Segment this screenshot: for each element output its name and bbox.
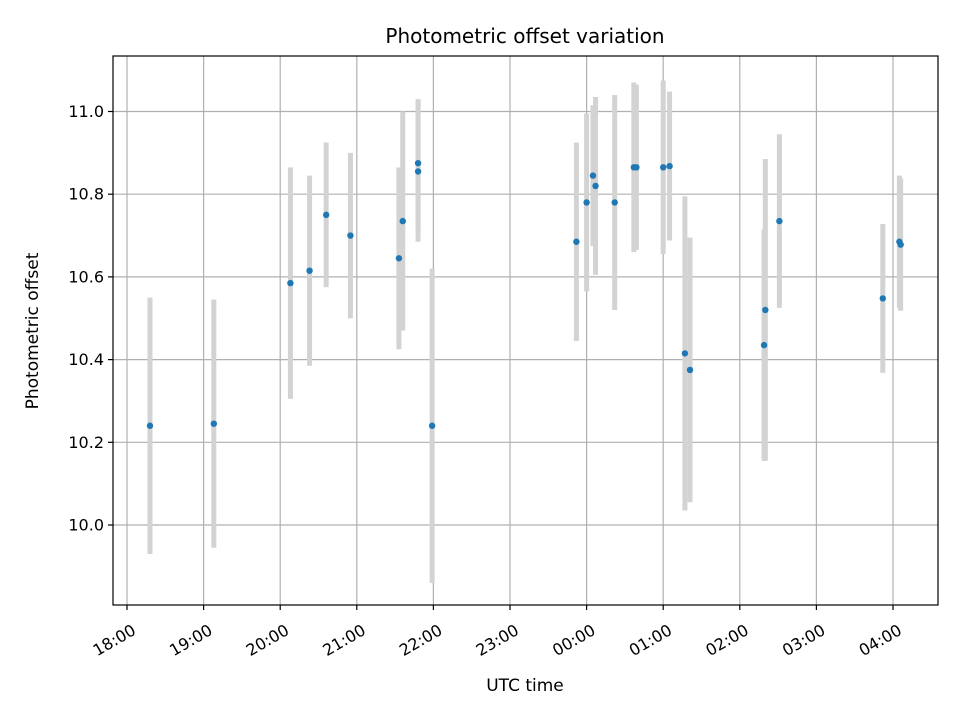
data-point bbox=[776, 217, 783, 225]
data-point bbox=[428, 422, 436, 429]
x-axis-title: UTC time bbox=[486, 676, 564, 696]
data-point bbox=[611, 199, 618, 206]
y-tick-label: 10.4 bbox=[68, 350, 104, 369]
data-point bbox=[414, 168, 422, 175]
y-axis-title: Photometric offset bbox=[23, 252, 43, 409]
y-tick-label: 10.8 bbox=[68, 185, 104, 204]
data-point bbox=[414, 159, 422, 167]
data-point bbox=[146, 422, 154, 429]
data-point bbox=[879, 295, 886, 302]
data-point bbox=[897, 241, 904, 248]
plot-frame bbox=[112, 55, 939, 606]
data-point bbox=[306, 267, 313, 274]
data-point bbox=[660, 164, 667, 171]
data-point bbox=[592, 182, 599, 190]
data-point bbox=[583, 199, 590, 206]
data-point bbox=[210, 420, 218, 427]
y-tick-label: 10.2 bbox=[68, 433, 104, 452]
y-tick-label: 10.6 bbox=[68, 267, 104, 286]
data-point bbox=[762, 306, 769, 314]
axis-ticks: 18:00 19:00 20:00 21:00 22:00 23:00 00:00 01:00… bbox=[68, 102, 905, 660]
data-point bbox=[287, 279, 294, 287]
data-point bbox=[589, 172, 597, 179]
chart-title: Photometric offset variation bbox=[385, 24, 664, 48]
data-points bbox=[146, 159, 904, 429]
y-tick-label: 11.0 bbox=[68, 102, 104, 121]
data-point bbox=[399, 217, 406, 225]
data-point bbox=[633, 164, 640, 171]
data-point bbox=[666, 162, 673, 170]
data-point bbox=[686, 366, 694, 374]
data-point bbox=[347, 232, 354, 239]
y-tick-label: 10.0 bbox=[68, 516, 104, 535]
data-point bbox=[573, 238, 580, 245]
data-point bbox=[760, 341, 768, 349]
data-point bbox=[322, 211, 330, 219]
data-point bbox=[395, 255, 403, 262]
data-point bbox=[681, 350, 689, 357]
